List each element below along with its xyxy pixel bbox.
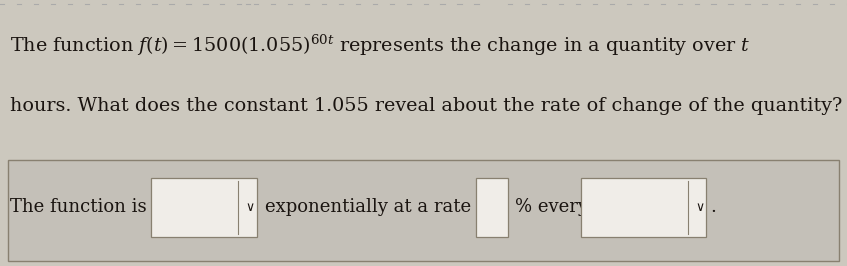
Text: ∨: ∨	[695, 201, 704, 214]
Text: The function $f(t) = 1500(1.055)^{60t}$ represents the change in a quantity over: The function $f(t) = 1500(1.055)^{60t}$ …	[10, 33, 750, 58]
FancyBboxPatch shape	[151, 178, 257, 237]
FancyBboxPatch shape	[476, 178, 508, 237]
Text: The function is: The function is	[10, 198, 147, 217]
FancyBboxPatch shape	[581, 178, 706, 237]
Text: % every: % every	[515, 198, 588, 217]
Text: .: .	[710, 198, 716, 217]
FancyBboxPatch shape	[0, 0, 847, 154]
FancyBboxPatch shape	[8, 160, 839, 261]
Text: hours. What does the constant 1.055 reveal about the rate of change of the quant: hours. What does the constant 1.055 reve…	[10, 97, 843, 115]
Text: ∨: ∨	[246, 201, 254, 214]
Text: exponentially at a rate of: exponentially at a rate of	[265, 198, 495, 217]
